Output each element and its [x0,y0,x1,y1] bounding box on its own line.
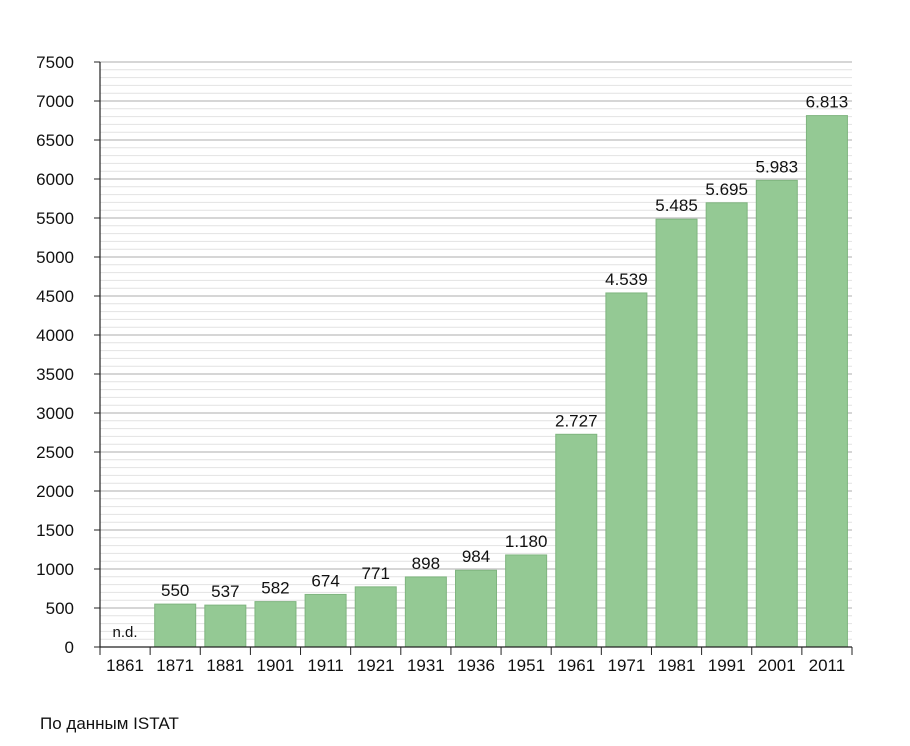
x-tick-label: 1921 [357,656,395,675]
x-tick-label: 1861 [106,656,144,675]
bar [605,292,648,648]
y-tick-label: 3500 [36,365,74,384]
y-tick-label: 500 [46,599,74,618]
x-tick-label: 1936 [457,656,495,675]
bar [705,202,748,648]
data-label: 550 [161,581,189,600]
x-tick-label: 2001 [758,656,796,675]
x-tick-label: 2011 [809,656,846,675]
bar [555,433,598,648]
bar [154,603,197,648]
data-label: 984 [462,547,490,566]
bar [404,576,447,648]
data-label: 4.539 [605,270,648,289]
x-tick-label: 1971 [607,656,645,675]
x-tick-label: 1961 [557,656,595,675]
x-tick-label: 1951 [507,656,545,675]
data-label: n.d. [113,624,138,641]
data-label: 1.180 [505,532,548,551]
bar [505,554,548,648]
x-tick-label: 1911 [307,656,344,675]
y-tick-label: 1500 [36,521,74,540]
y-tick-label: 0 [65,638,74,657]
y-tick-label: 6000 [36,170,74,189]
data-label: 898 [412,554,440,573]
y-tick-label: 1000 [36,560,74,579]
y-tick-label: 7000 [36,92,74,111]
source-note: По данным ISTAT [40,714,179,733]
data-labels: n.d. 550 537 582 674 771 898 984 1.180 2.727 4.539… [113,93,849,641]
x-tick-label: 1871 [156,656,194,675]
y-tick-label: 2500 [36,443,74,462]
y-tick-label: 3000 [36,404,74,423]
data-label: 771 [362,564,390,583]
y-tick-label: 2000 [36,482,74,501]
y-tick-label: 5000 [36,248,74,267]
bar [455,569,497,648]
x-tick-label: 1881 [206,656,244,675]
data-label: 2.727 [555,411,598,430]
y-tick-label: 4000 [36,326,74,345]
data-label: 6.813 [806,93,849,112]
x-tick-label: 1901 [257,656,295,675]
bar [805,115,848,648]
data-label: 5.695 [705,180,748,199]
y-tick-label: 4500 [36,287,74,306]
data-label: 582 [261,579,289,598]
y-axis-ticks: 0 500 1000 1500 2000 2500 3000 3500 4000 4500 5000… [36,53,100,657]
bars [154,115,848,648]
y-tick-label: 6500 [36,131,74,150]
data-label: 537 [211,582,239,601]
bar [755,179,798,648]
x-tick-label: 1981 [658,656,696,675]
data-label: 5.485 [655,196,698,215]
bar [204,604,247,648]
data-label: 5.983 [756,157,799,176]
bar [254,601,297,648]
x-tick-label: 1931 [407,656,445,675]
x-axis-ticks: 1861 1871 1881 1901 1911 1921 1931 1936 1951 1961… [99,647,853,675]
bar [304,593,347,648]
x-tick-label: 1991 [708,656,746,675]
bar [354,586,397,648]
bar-chart: 0 500 1000 1500 2000 2500 3000 3500 4000 4500 5000… [36,53,853,675]
data-label: 674 [311,571,339,590]
y-tick-label: 7500 [36,53,74,72]
bar [655,218,698,648]
y-tick-label: 5500 [36,209,74,228]
